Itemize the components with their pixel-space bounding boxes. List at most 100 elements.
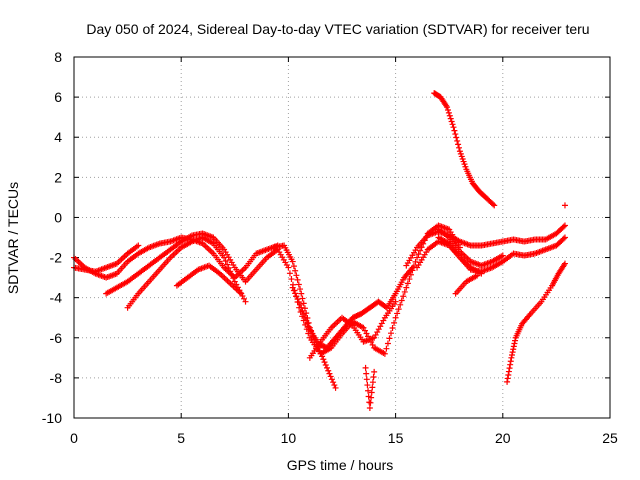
data-point: [395, 306, 402, 313]
y-tick-label: -4: [50, 290, 63, 306]
data-point: [369, 379, 376, 386]
data-point: [371, 368, 378, 375]
data-point: [499, 252, 506, 259]
x-tick-label: 0: [70, 430, 78, 446]
data-point: [298, 290, 305, 297]
x-tick-label: 20: [495, 430, 511, 446]
y-tick-labels: -10 -8 -6 -4 -2 0 2 4 6 8: [42, 49, 62, 426]
data-point: [301, 314, 308, 321]
data-point: [451, 127, 458, 134]
data-point: [365, 387, 372, 394]
y-axis-label: SDTVAR / TECUs: [5, 182, 21, 294]
data-point: [392, 298, 399, 305]
x-tick-label: 25: [602, 430, 618, 446]
data-point: [295, 281, 302, 288]
data-point: [397, 301, 404, 308]
data-point: [447, 115, 454, 122]
data-point: [491, 202, 498, 209]
data-point: [228, 271, 235, 278]
data-point: [285, 264, 292, 271]
data-point: [363, 376, 370, 383]
series-4: [173, 262, 245, 297]
data-point: [224, 261, 231, 268]
data-point: [450, 124, 457, 131]
data-point: [453, 134, 460, 141]
y-tick-label: 0: [54, 209, 62, 225]
data-point: [561, 260, 568, 267]
data-point: [509, 349, 516, 356]
series-13: [435, 226, 506, 269]
data-point: [368, 394, 375, 401]
data-point: [401, 288, 408, 295]
data-point: [323, 364, 330, 371]
series-15: [431, 90, 498, 209]
data-point: [225, 264, 232, 271]
data-point: [452, 131, 459, 138]
x-tick-labels: 0 5 10 15 20 25: [70, 430, 618, 446]
data-point: [508, 354, 515, 361]
data-point: [560, 223, 567, 230]
y-tick-label: -10: [42, 410, 62, 426]
data-point: [221, 254, 228, 261]
data-point: [512, 337, 519, 344]
series-17: [561, 202, 568, 209]
data-point: [293, 293, 300, 300]
data-point: [288, 276, 295, 283]
data-points: [71, 90, 568, 411]
data-point: [507, 361, 514, 368]
data-point: [325, 367, 332, 374]
data-point: [135, 242, 142, 249]
data-point: [321, 359, 328, 366]
data-point: [400, 293, 407, 300]
data-point: [295, 298, 302, 305]
data-point: [305, 323, 312, 330]
data-point: [293, 272, 300, 279]
data-point: [510, 343, 517, 350]
data-point: [289, 284, 296, 291]
y-tick-label: 4: [54, 129, 62, 145]
y-tick-label: 2: [54, 169, 62, 185]
series-8: [306, 298, 399, 361]
data-point: [366, 404, 373, 411]
data-point: [300, 300, 307, 307]
data-point: [444, 107, 451, 114]
data-point: [289, 258, 296, 265]
x-tick-label: 10: [281, 430, 297, 446]
data-point: [561, 222, 568, 229]
data-point: [504, 378, 511, 385]
data-point: [504, 375, 511, 382]
data-point: [446, 112, 453, 119]
data-point: [303, 317, 310, 324]
data-point: [328, 376, 335, 383]
data-point: [294, 296, 301, 303]
series-2: [103, 230, 281, 297]
data-point: [227, 268, 234, 275]
data-point: [222, 257, 229, 264]
data-point: [444, 104, 451, 111]
data-point: [445, 109, 452, 116]
data-point: [454, 137, 461, 144]
data-point: [369, 384, 376, 391]
data-point: [560, 235, 567, 242]
data-point: [332, 384, 339, 391]
y-tick-label: -6: [50, 330, 63, 346]
data-point: [505, 372, 512, 379]
data-point: [304, 320, 311, 327]
series-1: [71, 242, 142, 275]
data-point: [300, 310, 307, 317]
data-point: [561, 202, 568, 209]
x-axis-label: GPS time / hours: [287, 457, 394, 473]
data-point: [561, 234, 568, 241]
data-point: [362, 364, 369, 371]
data-point: [320, 356, 327, 363]
series-16: [504, 260, 568, 385]
y-tick-label: -8: [50, 370, 63, 386]
data-point: [290, 287, 297, 294]
data-point: [394, 310, 401, 317]
series-12: [435, 234, 568, 275]
data-point: [456, 144, 463, 151]
data-point: [330, 379, 337, 386]
data-point: [299, 307, 306, 314]
data-point: [389, 325, 396, 332]
